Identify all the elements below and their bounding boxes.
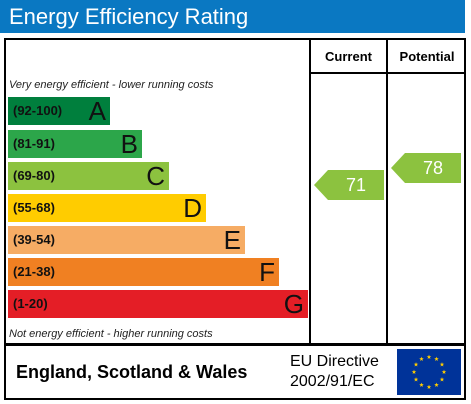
band-letter: A xyxy=(88,96,106,126)
band-letter: B xyxy=(120,129,138,159)
eu-star xyxy=(413,362,419,367)
divider-potential xyxy=(386,38,388,345)
eu-star xyxy=(419,382,424,387)
note-efficient: Very energy efficient - lower running co… xyxy=(9,79,214,91)
band-letter: C xyxy=(146,161,165,191)
potential-column-header: Potential xyxy=(399,49,455,64)
band-range: (69-80) xyxy=(13,168,55,183)
band-e: (39-54) E xyxy=(8,225,245,255)
region-label: England, Scotland & Wales xyxy=(16,362,248,382)
eu-directive: EU Directive 2002/91/EC xyxy=(290,352,379,392)
band-letter: E xyxy=(223,225,241,255)
eu-star xyxy=(441,369,447,374)
eu-star xyxy=(419,356,424,361)
directive-line-2: 2002/91/EC xyxy=(290,373,375,390)
arrow-shape xyxy=(391,153,461,183)
band-letter: D xyxy=(183,193,202,223)
eu-star xyxy=(426,384,432,389)
arrow-shape xyxy=(314,170,384,200)
note-inefficient: Not energy efficient - higher running co… xyxy=(9,328,213,340)
band-b: (81-91) B xyxy=(8,129,142,159)
eu-star xyxy=(434,382,439,387)
current-column-header: Current xyxy=(325,49,372,64)
divider-current xyxy=(309,38,311,345)
band-letter: G xyxy=(283,289,304,319)
band-range: (1-20) xyxy=(13,296,48,311)
footer: England, Scotland & Wales EU Directive 2… xyxy=(4,344,466,400)
eu-star xyxy=(426,354,432,359)
band-f: (21-38) F xyxy=(8,257,279,287)
band-range: (39-54) xyxy=(13,232,55,247)
current-rating-arrow: 71 xyxy=(314,170,384,200)
band-g: (1-20) G xyxy=(8,289,308,319)
band-d: (55-68) D xyxy=(8,193,206,223)
directive-line-1: EU Directive xyxy=(290,353,379,370)
potential-rating-arrow: 78 xyxy=(391,153,461,183)
eu-star xyxy=(411,369,417,374)
potential-rating-value: 78 xyxy=(422,158,444,178)
eu-flag-icon xyxy=(397,349,461,395)
band-range: (92-100) xyxy=(13,103,63,118)
header-bar: Energy Efficiency Rating xyxy=(0,0,465,33)
band-range: (55-68) xyxy=(13,200,55,215)
eu-star xyxy=(413,377,419,382)
eu-star xyxy=(439,377,445,382)
current-rating-value: 71 xyxy=(345,175,367,195)
band-c: (69-80) C xyxy=(8,161,169,191)
band-letter: F xyxy=(259,257,275,287)
chart-title: Energy Efficiency Rating xyxy=(9,4,249,29)
eu-star xyxy=(434,356,439,361)
band-a: (92-100) A xyxy=(8,96,110,126)
band-range: (81-91) xyxy=(13,136,55,151)
eu-star xyxy=(439,362,445,367)
band-range: (21-38) xyxy=(13,264,55,279)
column-header-divider xyxy=(311,72,466,74)
